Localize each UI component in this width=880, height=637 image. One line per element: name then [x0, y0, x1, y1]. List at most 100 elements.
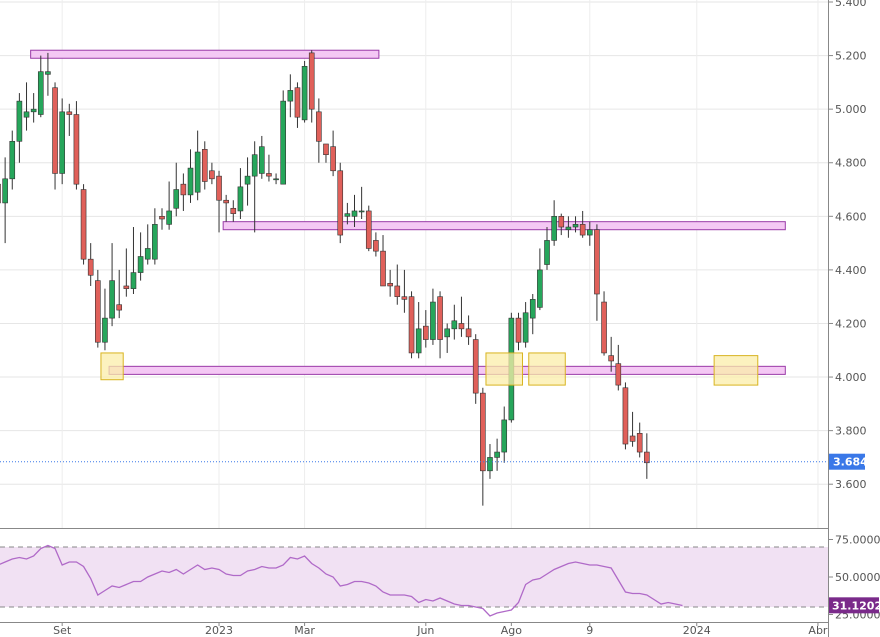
candle-body: [9, 141, 16, 180]
candle-down: [337, 162, 344, 244]
price-tick-label: 3.600: [835, 478, 867, 491]
candle-body: [422, 325, 429, 340]
candle-up: [187, 149, 194, 203]
candle-down: [579, 210, 586, 238]
candle-up: [45, 52, 51, 96]
candle-body: [66, 111, 73, 115]
candle-down: [209, 162, 215, 185]
time-tick-label: 9: [586, 624, 593, 637]
candle-down: [365, 205, 372, 252]
candle-body: [380, 250, 386, 287]
candle-body: [316, 111, 322, 142]
candle-down: [480, 387, 486, 506]
current-price-value: 3.684: [833, 456, 868, 469]
candle-up: [130, 227, 137, 295]
candle-body: [415, 328, 422, 354]
candle-body: [0, 183, 1, 204]
price-tick-label: 5.400: [835, 0, 867, 9]
candle-body: [144, 248, 151, 260]
candle-up: [244, 157, 251, 206]
price-tick-label: 5.200: [835, 50, 867, 63]
candle-body: [644, 451, 650, 464]
price-tick-label: 5.000: [835, 103, 867, 116]
time-tick-label: Abr: [808, 624, 828, 637]
candle-body: [323, 143, 329, 155]
candle-body: [130, 272, 137, 289]
candle-down: [0, 183, 1, 204]
candle-up: [522, 302, 529, 348]
resistance-zone: [30, 49, 380, 59]
candle-up: [173, 162, 180, 217]
resistance-zone: [222, 221, 786, 231]
candle-body: [586, 229, 593, 236]
candle-body: [73, 114, 80, 185]
candle-down: [116, 269, 123, 319]
candle-up: [152, 208, 158, 265]
candle-body: [294, 87, 301, 118]
candle-body: [551, 216, 557, 241]
candle-body: [280, 100, 287, 185]
candle-body: [480, 392, 486, 472]
candle-body: [301, 65, 308, 121]
candle-down: [323, 143, 329, 163]
candle-body: [487, 457, 493, 472]
candle-up: [572, 216, 579, 233]
time-tick-label: Mar: [294, 624, 315, 637]
candle-down: [373, 232, 379, 257]
candle-down: [408, 291, 415, 359]
candle-body: [572, 224, 579, 228]
rsi-panel: [0, 544, 828, 617]
candle-down: [594, 224, 600, 321]
candle-down: [159, 208, 165, 230]
candle-up: [259, 135, 265, 179]
candle-body: [266, 173, 272, 177]
candle-body: [430, 301, 436, 340]
candle-down: [394, 264, 401, 305]
candle-up: [287, 74, 294, 118]
candle-up: [544, 227, 550, 270]
candle-up: [144, 224, 151, 265]
candle-body: [365, 210, 372, 249]
time-tick-label: 2023: [205, 624, 233, 637]
candle-body: [615, 363, 622, 386]
candle-up: [166, 181, 172, 230]
candle-body: [223, 199, 229, 204]
candle-body: [308, 52, 315, 110]
candle-body: [216, 175, 222, 201]
candle-down: [622, 382, 629, 450]
candle-body: [2, 178, 8, 204]
candle-down: [80, 184, 87, 265]
price-tick-label: 4.600: [835, 210, 867, 223]
price-tick-label: 4.000: [835, 371, 867, 384]
candle-down: [515, 312, 522, 351]
candle-down: [472, 334, 479, 404]
candle-body: [187, 167, 194, 196]
candle-body: [636, 433, 643, 453]
candle-body: [522, 312, 529, 343]
candle-body: [344, 213, 351, 217]
candle-down: [422, 310, 429, 348]
candle-up: [109, 243, 115, 327]
candle-body: [23, 111, 30, 118]
candle-body: [501, 419, 508, 453]
candle-up: [59, 98, 65, 185]
candle-body: [244, 175, 251, 185]
candle-body: [273, 178, 279, 181]
resistance-zone: [108, 365, 786, 375]
candle-up: [16, 93, 23, 163]
candle-up: [301, 60, 308, 123]
candle-down: [308, 50, 315, 123]
candle-down: [230, 200, 237, 222]
candle-body: [544, 240, 550, 265]
candle-body: [52, 87, 58, 174]
time-tick-label: 2024: [683, 624, 711, 637]
candle-body: [558, 216, 565, 228]
candle-down: [458, 296, 465, 337]
time-axis: Set 2023 Mar Jun Ago 9 2024 Abr: [0, 622, 828, 637]
candle-down: [52, 82, 58, 190]
candle-body: [437, 296, 443, 340]
candle-body: [30, 108, 37, 113]
candle-body: [102, 317, 108, 343]
